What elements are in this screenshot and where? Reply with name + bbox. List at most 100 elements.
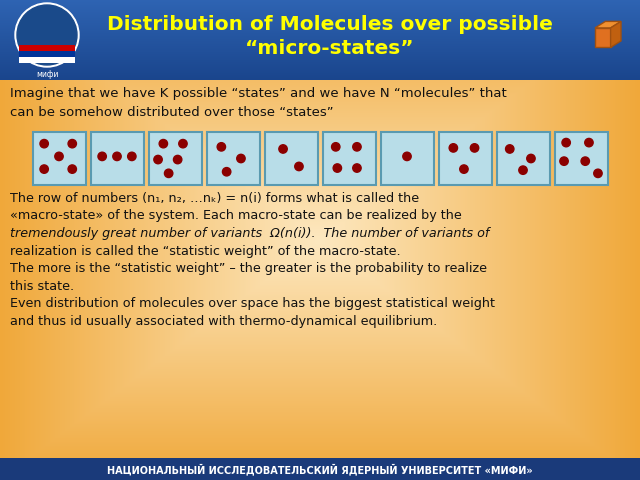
Bar (0, 60, 640, 61)
Text: and thus id usually associated with thermo-dynamical equilibrium.: and thus id usually associated with ther… (10, 314, 437, 327)
Text: НАЦИОНАЛЬНЫЙ ИССЛЕДОВАТЕЛЬСКИЙ ЯДЕРНЫЙ УНИВЕРСИТЕТ «МИФИ»: НАЦИОНАЛЬНЫЙ ИССЛЕДОВАТЕЛЬСКИЙ ЯДЕРНЫЙ У… (107, 463, 533, 475)
Bar (0, 32, 640, 33)
Circle shape (223, 168, 231, 176)
Bar (0, 44, 640, 45)
FancyBboxPatch shape (148, 132, 202, 185)
Bar (0, 34, 640, 35)
Bar (0, 9, 640, 10)
Bar (0, 74, 640, 75)
Bar (0, 75, 640, 76)
Circle shape (164, 169, 173, 178)
FancyBboxPatch shape (438, 132, 492, 185)
Bar (0, 59, 640, 60)
Bar (19, 51, 75, 57)
Bar (0, 62, 640, 63)
Bar (0, 73, 640, 74)
Text: Even distribution of molecules over space has the biggest statistical weight: Even distribution of molecules over spac… (10, 297, 495, 310)
Circle shape (449, 144, 458, 152)
Text: The row of numbers (n₁, n₂, …nₖ) = n(i) forms what is called the: The row of numbers (n₁, n₂, …nₖ) = n(i) … (10, 192, 419, 205)
Bar (0, 79, 640, 80)
Polygon shape (595, 28, 611, 48)
Bar (0, 43, 640, 44)
Bar (0, 71, 640, 72)
Bar (0, 23, 640, 24)
Bar (0, 17, 640, 18)
Bar (0, 77, 640, 78)
Bar (0, 10, 640, 11)
Text: Distribution of Molecules over possible: Distribution of Molecules over possible (107, 15, 553, 35)
Circle shape (68, 140, 76, 148)
Circle shape (527, 154, 535, 163)
Bar (0, 45, 640, 46)
Bar (0, 29, 640, 30)
Circle shape (581, 157, 589, 165)
FancyBboxPatch shape (554, 132, 607, 185)
Circle shape (17, 5, 77, 65)
Text: «macro-state» of the system. Each macro-state can be realized by the: «macro-state» of the system. Each macro-… (10, 209, 461, 223)
Text: The more is the “statistic weight” – the greater is the probability to realize: The more is the “statistic weight” – the… (10, 262, 487, 275)
Circle shape (113, 152, 121, 161)
Bar (0, 41, 640, 42)
Polygon shape (611, 22, 621, 48)
Bar (0, 57, 640, 58)
Bar (0, 31, 640, 32)
Bar (0, 51, 640, 52)
Bar (0, 28, 640, 29)
Bar (0, 18, 640, 19)
Bar (0, 55, 640, 56)
Circle shape (506, 145, 514, 153)
FancyBboxPatch shape (323, 132, 376, 185)
Bar (0, 458, 640, 480)
Bar (0, 50, 640, 51)
Bar (0, 48, 640, 49)
Circle shape (159, 140, 168, 148)
Bar (0, 72, 640, 73)
Bar (0, 54, 640, 55)
Bar (0, 26, 640, 27)
Bar (0, 8, 640, 9)
Circle shape (279, 145, 287, 153)
Bar (0, 24, 640, 25)
Bar (0, 21, 640, 22)
Circle shape (15, 3, 79, 67)
Bar (0, 25, 640, 26)
Bar (0, 42, 640, 43)
FancyBboxPatch shape (381, 132, 433, 185)
Bar (0, 52, 640, 53)
Bar (0, 69, 640, 70)
Circle shape (217, 143, 225, 151)
Bar (0, 47, 640, 48)
Bar (0, 67, 640, 68)
Text: Imagine that we have K possible “states” and we have N “molecules” that
can be s: Imagine that we have K possible “states”… (10, 87, 507, 119)
Circle shape (519, 166, 527, 174)
Bar (0, 15, 640, 16)
Bar (0, 46, 640, 47)
Circle shape (562, 138, 570, 147)
Circle shape (333, 164, 342, 172)
Bar (0, 68, 640, 69)
Bar (0, 70, 640, 71)
Bar (0, 20, 640, 21)
Bar (0, 58, 640, 59)
Bar (0, 64, 640, 65)
Circle shape (594, 169, 602, 178)
Text: this state.: this state. (10, 279, 74, 292)
Circle shape (560, 157, 568, 165)
Circle shape (353, 164, 361, 172)
Bar (0, 5, 640, 6)
Circle shape (127, 152, 136, 161)
Bar (0, 65, 640, 66)
Bar (0, 36, 640, 37)
Bar (0, 63, 640, 64)
Text: мифи: мифи (36, 70, 58, 79)
Circle shape (332, 143, 340, 151)
Circle shape (585, 138, 593, 147)
Bar (0, 35, 640, 36)
Bar (0, 27, 640, 28)
Bar (0, 12, 640, 13)
Circle shape (179, 140, 187, 148)
Bar (0, 3, 640, 4)
Bar (0, 19, 640, 20)
Bar (0, 6, 640, 7)
Circle shape (295, 162, 303, 171)
